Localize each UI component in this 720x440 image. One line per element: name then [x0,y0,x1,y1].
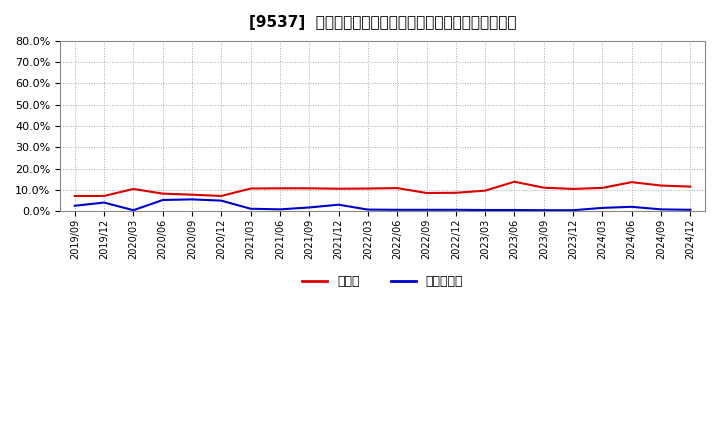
Title: [9537]  現預金、有利子負債の総資産に対する比率の推移: [9537] 現預金、有利子負債の総資産に対する比率の推移 [249,15,516,30]
有利子負債 [510,207,519,213]
有利子負債 [451,207,460,213]
有利子負債 [71,203,79,209]
有利子負債 [569,208,577,213]
有利子負債 [100,200,109,205]
有利子負債 [657,207,665,212]
有利子負債 [686,207,695,213]
有利子負債 [598,205,607,210]
有利子負債 [188,197,197,202]
現預金 [246,186,255,191]
現預金 [276,186,284,191]
Line: 有利子負債: 有利子負債 [75,199,690,210]
現預金 [393,185,402,191]
現預金 [129,186,138,191]
現預金 [422,191,431,196]
有利子負債 [129,208,138,213]
現預金 [539,185,548,191]
現預金 [627,180,636,185]
有利子負債 [422,207,431,213]
現預金 [510,179,519,184]
有利子負債 [364,207,372,212]
現預金 [188,192,197,197]
現預金 [569,186,577,191]
現預金 [686,184,695,189]
有利子負債 [627,204,636,209]
現預金 [657,183,665,188]
現預金 [598,185,607,191]
現預金 [451,190,460,195]
現預金 [364,186,372,191]
現預金 [71,193,79,198]
有利子負債 [276,207,284,212]
現預金 [217,193,225,198]
有利子負債 [539,208,548,213]
有利子負債 [158,198,167,203]
Legend: 現預金, 有利子負債: 現預金, 有利子負債 [297,270,468,293]
有利子負債 [217,198,225,203]
有利子負債 [481,207,490,213]
有利子負債 [393,207,402,213]
Line: 現預金: 現預金 [75,182,690,196]
現預金 [158,191,167,196]
有利子負債 [246,206,255,211]
現預金 [481,188,490,193]
有利子負債 [334,202,343,207]
現預金 [334,186,343,191]
現預金 [100,193,109,198]
有利子負債 [305,205,314,210]
現預金 [305,186,314,191]
